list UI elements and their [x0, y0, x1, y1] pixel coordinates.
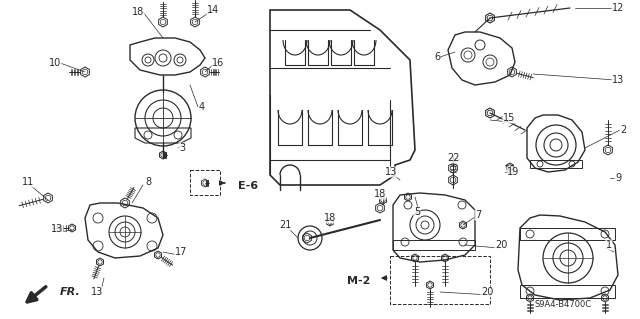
Text: 11: 11 — [22, 177, 34, 187]
Text: 18: 18 — [374, 189, 386, 199]
Text: 6: 6 — [434, 52, 440, 62]
Text: 13: 13 — [612, 75, 624, 85]
Text: 10: 10 — [49, 58, 61, 68]
Text: 1: 1 — [606, 240, 612, 250]
Text: 13: 13 — [91, 287, 103, 297]
Text: M-2: M-2 — [347, 276, 370, 286]
Text: 12: 12 — [612, 3, 624, 13]
Text: 2: 2 — [620, 125, 626, 135]
Text: 4: 4 — [199, 102, 205, 112]
Text: 19: 19 — [504, 165, 516, 175]
Text: 21: 21 — [279, 220, 291, 230]
Text: 9: 9 — [615, 173, 621, 183]
Text: 19: 19 — [507, 167, 519, 177]
Text: 16: 16 — [212, 58, 224, 68]
Text: 13: 13 — [385, 167, 397, 177]
Text: 13: 13 — [51, 224, 63, 234]
Text: 17: 17 — [175, 247, 187, 257]
Text: 14: 14 — [207, 5, 219, 15]
Text: 8: 8 — [145, 177, 151, 187]
Text: E-6: E-6 — [238, 181, 258, 191]
Bar — [390, 256, 490, 304]
Text: 5: 5 — [414, 207, 420, 217]
Text: 15: 15 — [503, 113, 515, 123]
Text: 18: 18 — [132, 7, 144, 17]
Text: 20: 20 — [495, 240, 507, 250]
Text: 3: 3 — [179, 143, 185, 153]
Text: 20: 20 — [481, 287, 493, 297]
Text: 22: 22 — [447, 153, 460, 163]
Text: 18: 18 — [324, 213, 336, 223]
Bar — [190, 170, 220, 195]
Text: FR.: FR. — [60, 287, 81, 297]
Text: S9A4-B4700C: S9A4-B4700C — [534, 300, 591, 309]
Text: 7: 7 — [475, 210, 481, 220]
